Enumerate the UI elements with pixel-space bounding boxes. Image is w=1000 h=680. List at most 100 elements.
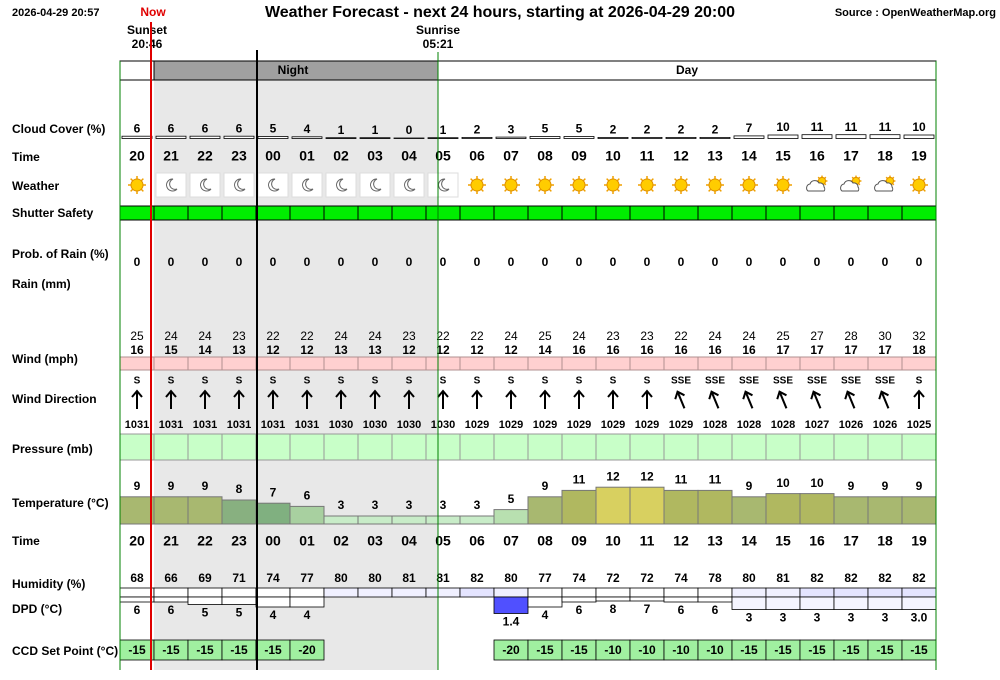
hour: 19 (911, 533, 927, 549)
wind-cell (629, 356, 665, 371)
rain-prob: 0 (610, 255, 617, 269)
wind-cell (561, 356, 597, 371)
arrow-head (369, 389, 381, 398)
wind-dir: SSE (705, 376, 725, 387)
ccd-value: -15 (842, 643, 860, 657)
cloud-value: 11 (845, 120, 858, 134)
wind-cell (595, 356, 631, 371)
rain-prob: 0 (848, 255, 855, 269)
moon-cell (223, 172, 255, 198)
ccd-value: -15 (876, 643, 894, 657)
arrow-head (539, 389, 551, 398)
dpd-value: 3 (746, 611, 753, 625)
humidity: 74 (572, 571, 586, 585)
hour: 06 (469, 148, 485, 164)
night-shade (154, 80, 438, 670)
pressure: 1031 (193, 419, 217, 431)
wind-arrow (233, 389, 245, 409)
cloud-value: 4 (304, 122, 311, 136)
humidity: 82 (810, 571, 824, 585)
cloud-bar (903, 134, 935, 139)
wind-dir: S (304, 376, 311, 387)
pressure-cell (391, 433, 427, 461)
pressure: 1030 (363, 419, 387, 431)
dpd-value: 4 (270, 608, 277, 622)
hour: 07 (503, 533, 519, 549)
hour: 05 (435, 533, 451, 549)
wind-speed: 13 (368, 343, 382, 357)
ccd-cell (289, 639, 325, 661)
pressure: 1031 (159, 419, 183, 431)
arrow-head (844, 390, 855, 400)
pressure-cell (799, 433, 835, 461)
dpd-bar (901, 596, 937, 610)
wind-speed: 12 (470, 343, 484, 357)
row-label: Pressure (mb) (12, 442, 93, 456)
temp-value: 5 (508, 492, 515, 506)
wind-arrow (165, 389, 177, 409)
humidity-cell (255, 587, 291, 598)
weather-icon (774, 176, 792, 194)
humidity: 82 (878, 571, 892, 585)
wind-arrow (674, 390, 686, 409)
humidity: 72 (640, 571, 654, 585)
moon (268, 178, 280, 192)
row-label: Prob. of Rain (%) (12, 247, 109, 261)
sun (538, 178, 552, 192)
wind-cell (221, 356, 257, 371)
moon-cell (291, 172, 323, 198)
pressure: 1028 (771, 419, 795, 431)
temp-bar (221, 499, 257, 525)
wind-gust: 24 (368, 329, 382, 343)
dpd-value: 3.0 (911, 611, 928, 625)
dpd-value: 6 (134, 603, 141, 617)
hour: 03 (367, 148, 383, 164)
wind-cell (731, 356, 767, 371)
wind-speed: 13 (334, 343, 348, 357)
pressure: 1031 (261, 419, 285, 431)
cloud-value: 7 (746, 121, 753, 135)
temp-bar (119, 496, 155, 525)
pressure-cell (357, 433, 393, 461)
pressure-cell (153, 433, 189, 461)
wind-cell (153, 356, 189, 371)
wind-gust: 28 (844, 329, 858, 343)
wind-gust: 24 (198, 329, 212, 343)
temp-value: 3 (406, 498, 413, 512)
ccd-value: -15 (570, 643, 588, 657)
hour: 13 (707, 533, 723, 549)
wind-speed: 16 (130, 343, 144, 357)
wind-cell (323, 356, 359, 371)
ccd-value: -20 (502, 643, 520, 657)
rain-prob: 0 (916, 255, 923, 269)
wind-arrow (776, 390, 788, 409)
temp-bar (391, 515, 427, 525)
cloud-bar (495, 136, 527, 139)
wind-dir: S (474, 376, 481, 387)
cloud-value: 5 (542, 122, 549, 136)
pressure-cell (595, 433, 631, 461)
pressure-cell (833, 433, 869, 461)
pressure: 1029 (635, 419, 659, 431)
wind-cell (901, 356, 937, 371)
dpd-value: 5 (236, 606, 243, 620)
dpd-bar (561, 596, 597, 603)
cloud-bar (427, 137, 459, 139)
humidity-cell (561, 587, 597, 598)
wind-gust: 22 (300, 329, 314, 343)
humidity-cell (493, 587, 529, 598)
cloud-value: 2 (644, 123, 651, 137)
humidity: 77 (300, 571, 314, 585)
wind-cell (357, 356, 393, 371)
moon (404, 178, 416, 192)
ccd-value: -15 (536, 643, 554, 657)
temp-value: 3 (474, 498, 481, 512)
humidity: 66 (164, 571, 178, 585)
sunset-label: Sunset (127, 23, 167, 37)
temp-bar (629, 486, 665, 525)
rain-prob: 0 (678, 255, 685, 269)
weather-icon (638, 176, 656, 194)
temp-bar (459, 515, 495, 525)
arrow-head (913, 389, 925, 398)
